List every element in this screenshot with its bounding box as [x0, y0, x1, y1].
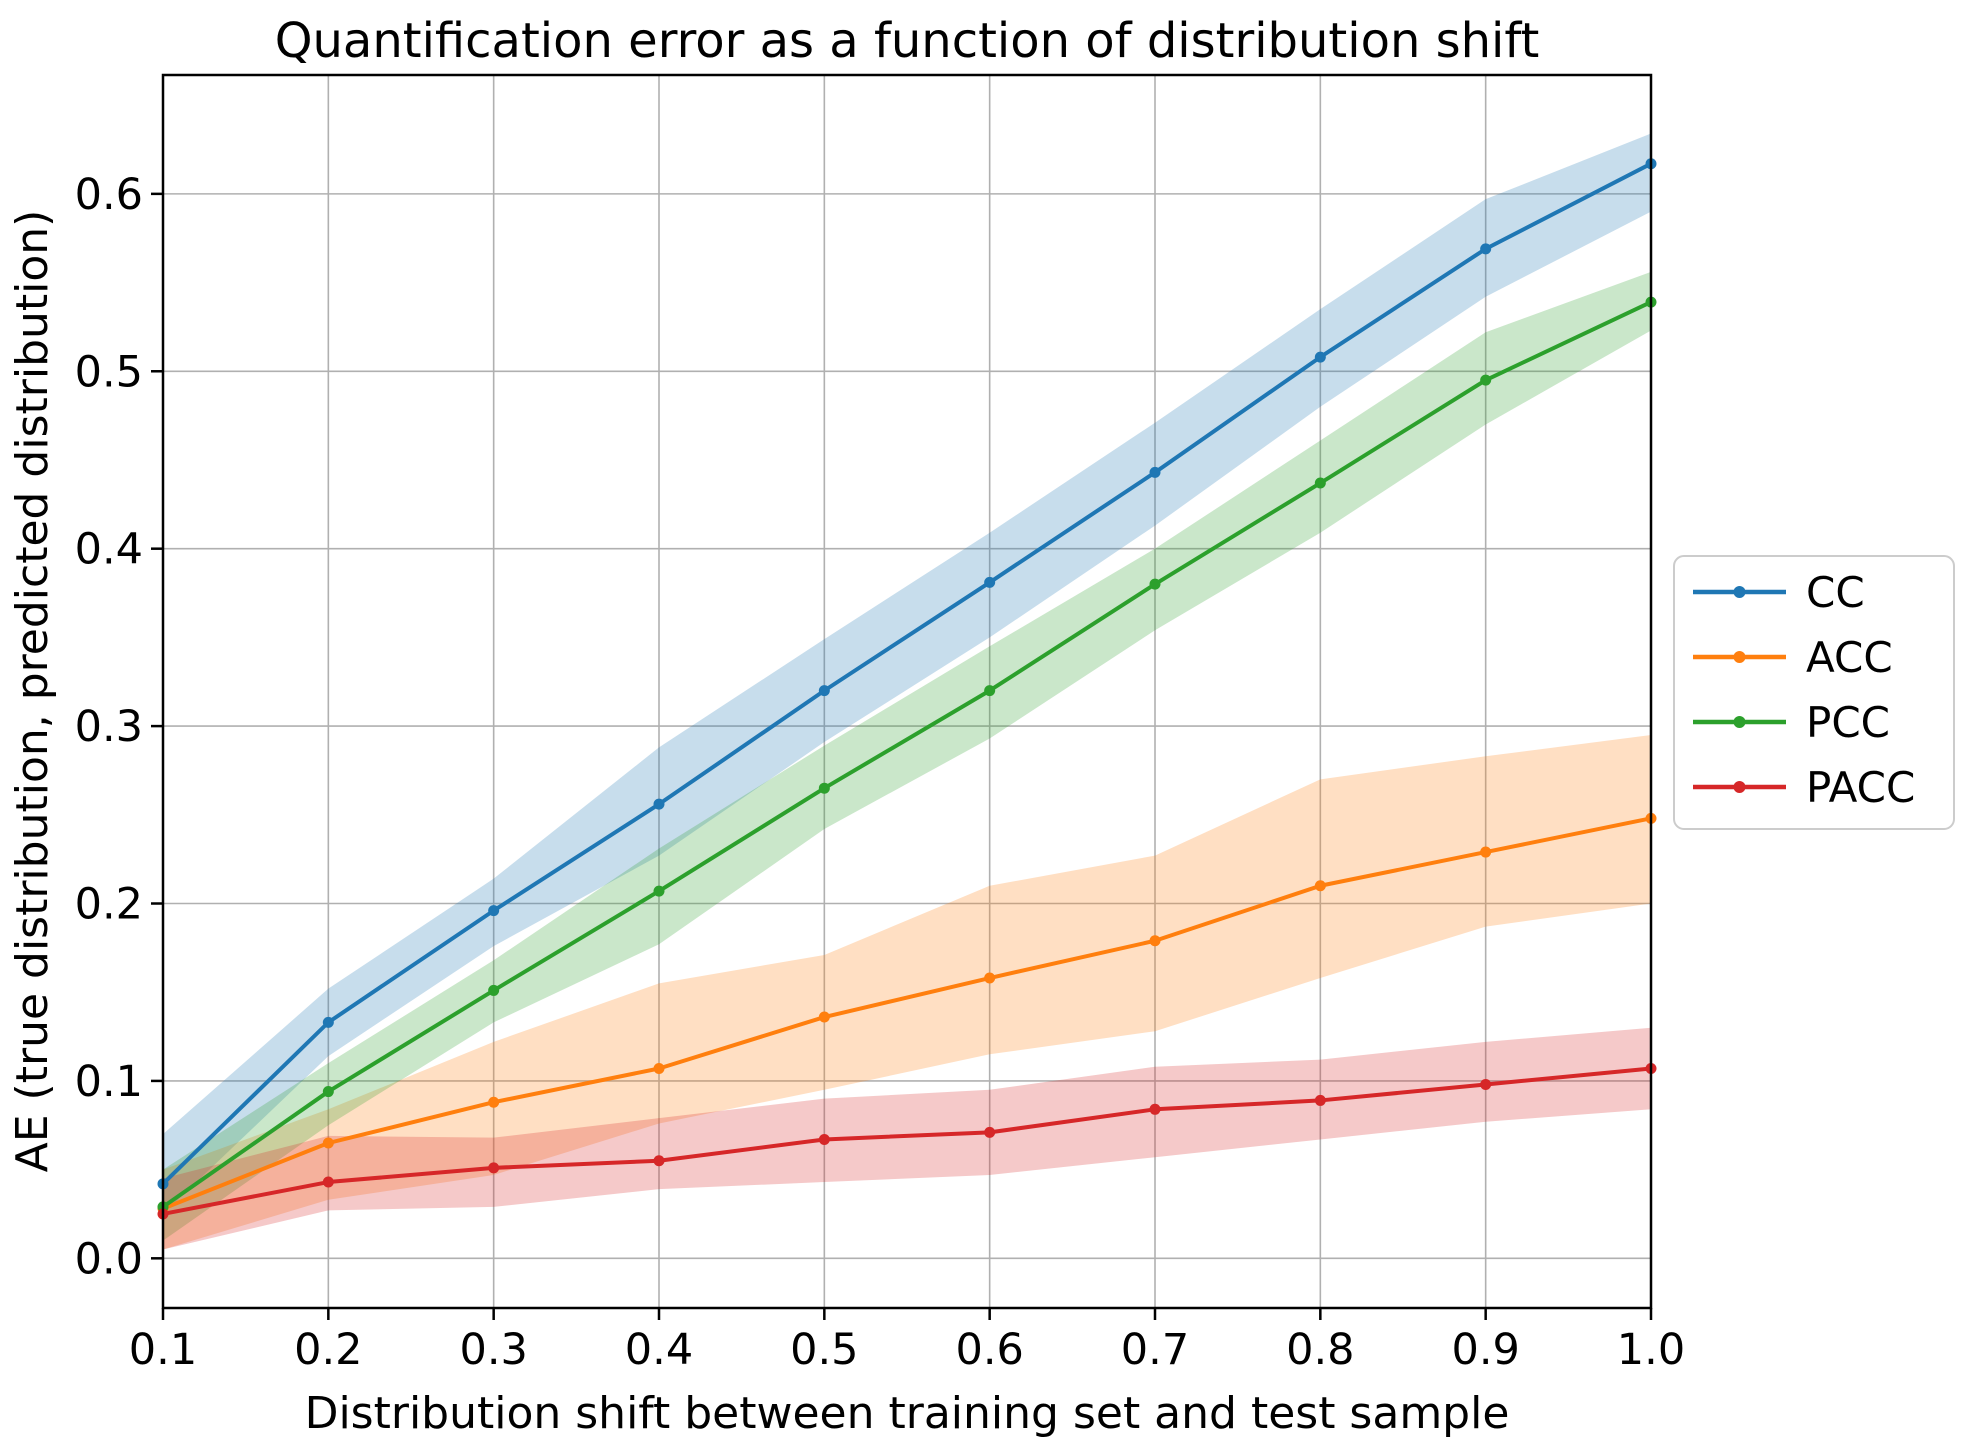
- legend-label: PCC: [1806, 698, 1890, 747]
- legend-box: [1673, 555, 1955, 830]
- data-point-CC: [1480, 243, 1492, 255]
- data-point-PCC: [1149, 578, 1161, 590]
- data-point-PCC: [1480, 374, 1492, 386]
- data-point-ACC: [818, 1011, 830, 1023]
- data-points-layer: [157, 158, 1657, 1220]
- data-point-PCC: [984, 685, 996, 697]
- y-tick-label: 0.2: [75, 880, 143, 930]
- confidence-bands-layer: [163, 133, 1651, 1250]
- y-tick-label: 0.6: [75, 170, 143, 220]
- legend-entry-PCC: PCC: [1693, 698, 1890, 747]
- series-line-PCC: [161, 300, 1653, 1209]
- series-lines-layer: [161, 161, 1653, 1216]
- data-point-CC: [1314, 351, 1326, 363]
- data-point-ACC: [653, 1062, 665, 1074]
- data-point-PACC: [653, 1155, 665, 1167]
- data-point-CC: [488, 905, 500, 917]
- legend-entry-CC: CC: [1693, 568, 1865, 617]
- legend-marker: [1733, 586, 1746, 598]
- confidence-band-PCC: [163, 271, 1651, 1241]
- data-point-PCC: [1314, 477, 1326, 489]
- data-point-ACC: [984, 972, 996, 984]
- legend: CC ACC PCC PACC: [1673, 555, 1955, 830]
- confidence-band-ACC: [163, 734, 1651, 1250]
- data-point-PCC: [818, 782, 830, 794]
- data-point-CC: [653, 798, 665, 810]
- legend-marker: [1733, 651, 1746, 663]
- data-point-ACC: [1314, 880, 1326, 892]
- data-point-PACC: [984, 1126, 996, 1138]
- x-tick-label: 0.2: [294, 1325, 362, 1375]
- data-point-PACC: [322, 1176, 334, 1188]
- y-tick-label: 0.3: [75, 702, 143, 752]
- data-point-PCC: [488, 984, 500, 996]
- data-point-PCC: [322, 1086, 334, 1098]
- confidence-band-CC: [163, 133, 1651, 1214]
- data-point-PACC: [1480, 1078, 1492, 1090]
- axes-layer: 0.1 0.2 0.3 0.4 0.5 0.6 0.7 0.8 0.9 1.0 0.0 0.1 0.2 0…: [75, 73, 1685, 1375]
- x-tick-label: 0.3: [459, 1325, 527, 1375]
- legend-entry-PACC: PACC: [1693, 763, 1915, 812]
- legend-label: ACC: [1806, 633, 1893, 682]
- x-tick-label: 0.6: [955, 1325, 1023, 1375]
- y-tick-label: 0.0: [75, 1234, 143, 1284]
- confidence-band-PACC: [163, 1027, 1651, 1250]
- data-point-ACC: [322, 1137, 334, 1149]
- y-tick-label: 0.5: [75, 347, 143, 397]
- x-axis-label: Distribution shift between training set …: [305, 1388, 1510, 1439]
- data-point-CC: [984, 576, 996, 588]
- legend-label: PACC: [1806, 763, 1915, 812]
- data-point-ACC: [488, 1096, 500, 1108]
- series-line-CC: [161, 161, 1653, 1186]
- y-tick-label: 0.1: [75, 1057, 143, 1107]
- x-tick-label: 0.7: [1121, 1325, 1189, 1375]
- y-axis-label: AE (true distribution, predicted distrib…: [7, 210, 58, 1173]
- legend-marker: [1733, 716, 1746, 728]
- y-tick-label: 0.4: [75, 525, 143, 575]
- legend-label: CC: [1806, 568, 1865, 617]
- x-tick-label: 0.4: [625, 1325, 693, 1375]
- chart-title: Quantification error as a function of di…: [275, 13, 1540, 69]
- data-point-PACC: [818, 1133, 830, 1145]
- plot-border: [161, 73, 1653, 1310]
- series-line-ACC: [161, 816, 1653, 1211]
- series-line-PACC: [161, 1066, 1653, 1216]
- data-point-CC: [818, 685, 830, 697]
- x-tick-label: 0.8: [1286, 1325, 1354, 1375]
- x-tick-label: 1.0: [1617, 1325, 1685, 1375]
- data-point-PACC: [1149, 1103, 1161, 1115]
- data-point-CC: [1149, 466, 1161, 478]
- data-point-ACC: [1149, 935, 1161, 947]
- legend-entry-ACC: ACC: [1693, 633, 1893, 682]
- x-tick-label: 0.1: [129, 1325, 197, 1375]
- data-point-CC: [322, 1016, 334, 1028]
- data-point-ACC: [1480, 846, 1492, 858]
- data-point-PACC: [488, 1162, 500, 1174]
- legend-marker: [1733, 781, 1746, 793]
- x-tick-label: 0.9: [1451, 1325, 1519, 1375]
- data-point-PCC: [653, 885, 665, 897]
- data-point-PACC: [1314, 1094, 1326, 1106]
- x-tick-label: 0.5: [790, 1325, 858, 1375]
